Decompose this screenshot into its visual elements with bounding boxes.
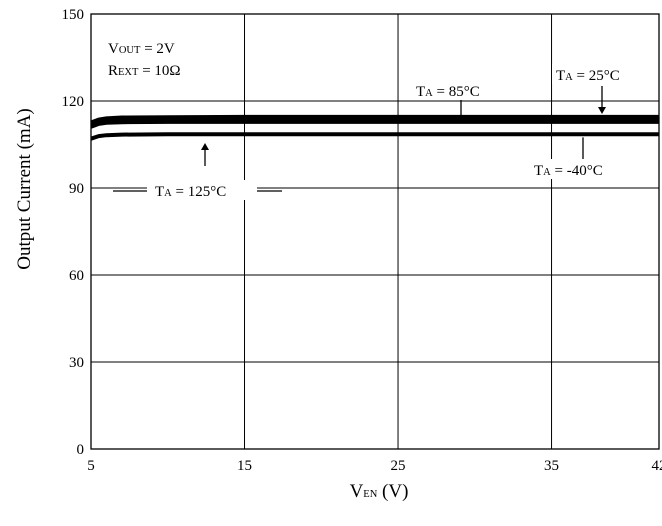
label-bg-85 xyxy=(412,80,502,100)
series-line-3 xyxy=(90,132,659,141)
series-label-40: TA = -40°C xyxy=(534,163,603,179)
arrow-125-head xyxy=(201,143,209,150)
condition-0: VOUT = 2V xyxy=(108,41,175,57)
y-tick-label-120: 120 xyxy=(62,94,85,110)
annotations: VOUT = 2V REXT = 10Ω TA = 85°C TA = 25°C TA … xyxy=(104,32,642,200)
series-label-85: TA = 85°C xyxy=(416,84,480,100)
arrow-25-head xyxy=(598,106,606,114)
x-tick-label-15: 15 xyxy=(237,458,252,474)
plot-frame xyxy=(90,13,660,450)
label-bg-125 xyxy=(147,180,257,200)
label-bg-25 xyxy=(552,64,642,84)
x-tick-label-5: 5 xyxy=(87,458,95,474)
y-tick-label-0: 0 xyxy=(77,442,85,458)
tick-labels: 0 30 60 90 120 150 5 15 25 35 42 xyxy=(62,7,662,474)
series-line-2 xyxy=(90,119,659,129)
x-tick-label-25: 25 xyxy=(391,458,406,474)
series-line-1 xyxy=(90,117,659,127)
conditions-box xyxy=(104,32,226,87)
condition-1: REXT = 10Ω xyxy=(108,63,181,79)
series-label-25: TA = 25°C xyxy=(556,68,620,84)
y-tick-label-60: 60 xyxy=(69,268,84,284)
series-label-125: TA = 125°C xyxy=(155,184,226,200)
x-axis-label: VEN (V) xyxy=(350,481,409,502)
x-tick-label-35: 35 xyxy=(544,458,559,474)
y-tick-label-90: 90 xyxy=(69,181,84,197)
series-lines xyxy=(90,114,659,141)
y-axis-label: Output Current (mA) xyxy=(14,108,35,269)
x-tick-label-42: 42 xyxy=(652,458,662,474)
y-tick-label-150: 150 xyxy=(62,7,85,23)
y-tick-label-30: 30 xyxy=(69,355,84,371)
label-bg-40 xyxy=(530,159,622,179)
